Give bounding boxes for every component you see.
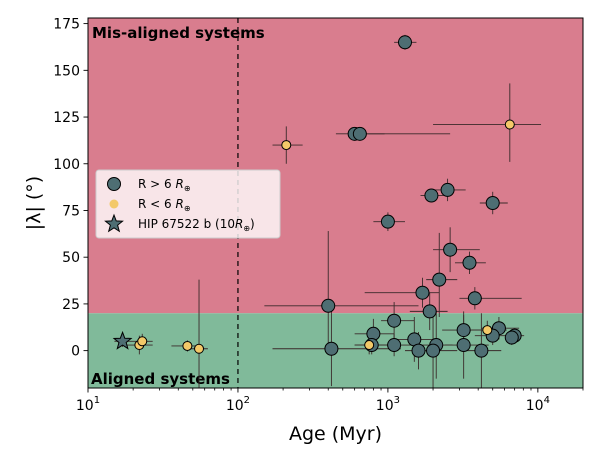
y-tick-label: 25 — [62, 297, 80, 313]
x-tick-label: 103 — [376, 395, 400, 414]
y-tick-label: 100 — [53, 157, 80, 173]
legend-label-symbol: R — [235, 217, 243, 231]
legend-label-text: R > 6 — [138, 177, 175, 191]
legend-label-symbol: R — [175, 197, 183, 211]
x-tick-exponent: 4 — [544, 395, 550, 406]
data-point-small — [482, 325, 493, 336]
data-point-large — [380, 214, 395, 229]
x-axis-label: Age (Myr) — [289, 423, 382, 445]
region-misaligned — [88, 18, 583, 314]
data-point-small — [504, 119, 515, 130]
data-point-large — [352, 126, 367, 141]
legend-star-marker — [104, 213, 124, 233]
data-point-large — [422, 304, 437, 319]
y-tick-label: 175 — [53, 17, 80, 33]
x-tick-exponent: 2 — [244, 395, 250, 406]
legend-label: R < 6 R⊕ — [138, 197, 191, 213]
data-point-large — [415, 285, 430, 300]
data-point-star — [112, 330, 133, 350]
x-tick-base: 10 — [76, 398, 94, 414]
data-markers — [112, 35, 522, 358]
legend-label-subscript: ⊕ — [184, 204, 191, 213]
data-point-large — [467, 291, 482, 306]
legend-label: HIP 67522 b (10R⊕) — [138, 217, 255, 233]
legend-label-symbol: R — [175, 177, 183, 191]
data-point-large — [456, 323, 471, 338]
plot-frame — [87, 17, 584, 389]
data-point-small — [364, 340, 375, 351]
data-point-large — [485, 196, 500, 210]
x-tick-exponent: 1 — [94, 395, 100, 406]
data-point-small — [137, 336, 148, 347]
y-tick-label: 150 — [53, 63, 80, 79]
data-point-large — [462, 255, 477, 270]
y-tick-label: 50 — [62, 250, 80, 266]
x-tick-label: 101 — [76, 395, 100, 414]
y-axis-ticks: 0 25 50 75 100 125 150 175 — [53, 17, 88, 360]
legend-label-text: HIP 67522 b (10 — [138, 217, 235, 231]
legend-label-subscript: ⊕ — [243, 224, 250, 233]
legend-label: R > 6 R⊕ — [138, 177, 191, 193]
x-tick-label: 102 — [226, 395, 250, 414]
data-point-large — [387, 313, 402, 328]
data-point-small — [182, 340, 193, 351]
x-tick-base: 10 — [226, 398, 244, 414]
y-axis-label: |λ| (°) — [23, 176, 45, 230]
x-tick-exponent: 3 — [394, 395, 400, 406]
legend-label-subscript: ⊕ — [184, 184, 191, 193]
data-point-large — [440, 182, 455, 197]
data-point-large — [456, 338, 471, 353]
data-point-small — [194, 343, 205, 354]
data-point-large — [424, 188, 439, 203]
data-point-large — [426, 343, 441, 358]
legend-box — [95, 169, 281, 239]
data-point-large — [474, 343, 489, 358]
data-point-small — [281, 140, 292, 151]
x-axis-ticks: 101 102 103 104 — [76, 388, 584, 414]
y-tick-label: 75 — [62, 203, 80, 219]
legend-label-text: R < 6 — [138, 197, 175, 211]
legend-circle-marker — [109, 199, 119, 209]
data-point-large — [443, 242, 458, 257]
data-point-large — [432, 272, 447, 287]
legend: R > 6 R⊕R < 6 R⊕HIP 67522 b (10R⊕) — [95, 169, 281, 239]
legend-circle-marker — [107, 177, 121, 191]
y-tick-label: 125 — [53, 110, 80, 126]
x-tick-label: 104 — [526, 395, 550, 414]
data-point-large — [387, 338, 402, 353]
error-bar — [264, 231, 419, 344]
data-point-large — [411, 343, 426, 358]
data-point-large — [321, 298, 336, 313]
x-tick-base: 10 — [376, 398, 394, 414]
data-point-large — [324, 341, 339, 356]
legend-label-tail: ) — [250, 217, 255, 231]
data-point-large — [397, 35, 412, 50]
region-label-aligned: Aligned systems — [91, 370, 230, 388]
y-tick-label: 0 — [71, 344, 80, 360]
x-tick-base: 10 — [526, 398, 544, 414]
region-label-misaligned: Mis-aligned systems — [92, 24, 265, 42]
data-point-large — [504, 330, 519, 345]
